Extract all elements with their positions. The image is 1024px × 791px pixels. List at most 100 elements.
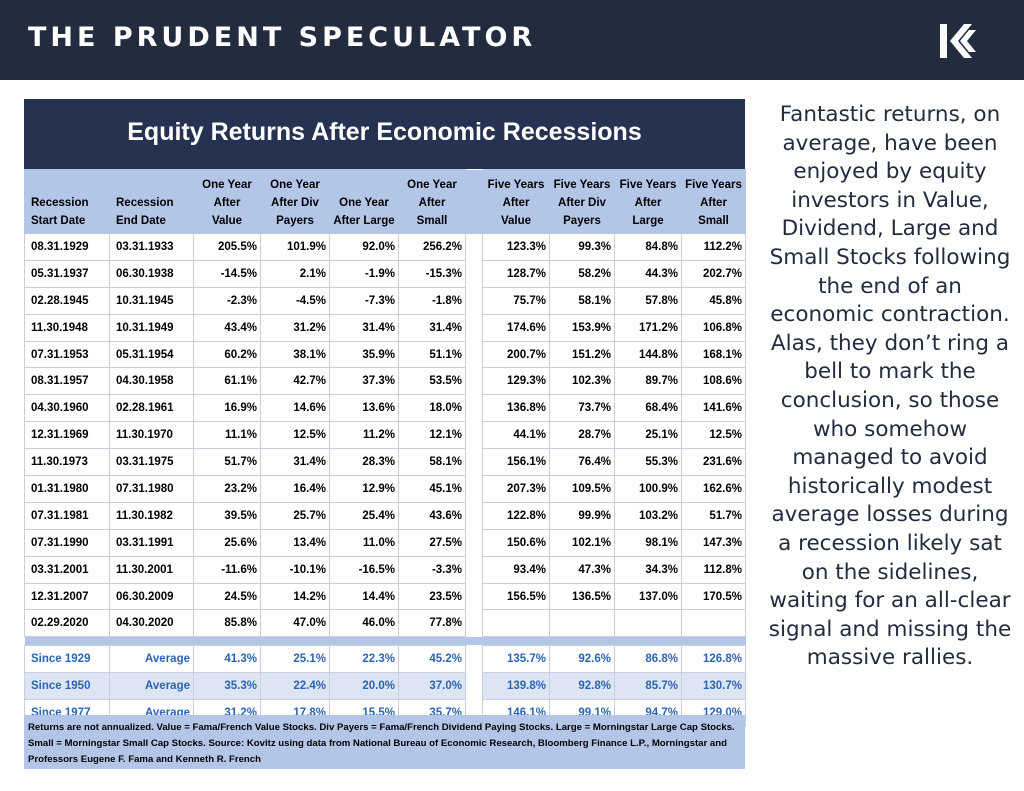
average-cell: 35.3% xyxy=(193,672,261,701)
return-cell: 35.9% xyxy=(329,340,399,369)
date-cell: 06.30.2009 xyxy=(109,582,194,611)
average-label-cell: Average xyxy=(109,672,194,701)
date-cell: 11.30.2001 xyxy=(109,555,194,584)
table-row: 12.31.2007 06.30.2009 24.5% 14.2% 14.4% 23.5%… xyxy=(24,582,746,611)
return-cell: -15.3% xyxy=(398,259,466,288)
return-cell: 106.8% xyxy=(681,313,746,342)
return-cell: 11.2% xyxy=(329,421,399,450)
date-cell: 07.31.1980 xyxy=(109,475,194,503)
return-cell: 38.1% xyxy=(260,340,330,369)
average-cell: 45.2% xyxy=(398,645,466,674)
return-cell: 14.6% xyxy=(260,394,330,423)
return-cell: 202.7% xyxy=(681,259,746,288)
return-cell: 14.4% xyxy=(329,582,399,611)
column-gap xyxy=(465,502,483,530)
table-title-band: Equity Returns After Economic Recessions xyxy=(24,99,745,169)
return-cell: 112.2% xyxy=(681,233,746,261)
return-cell: 12.5% xyxy=(681,421,746,450)
return-cell: 85.8% xyxy=(193,609,261,638)
average-cell: 130.7% xyxy=(681,672,746,701)
return-cell: 122.8% xyxy=(482,501,550,530)
return-cell: 147.3% xyxy=(681,528,746,557)
table-footnote: Returns are not annualized. Value = Fama… xyxy=(24,715,745,769)
return-cell: 45.1% xyxy=(398,475,466,503)
return-cell: 137.0% xyxy=(614,582,682,611)
return-cell: 103.2% xyxy=(614,501,682,530)
return-cell: 200.7% xyxy=(482,340,550,369)
return-cell: 42.7% xyxy=(260,367,330,396)
average-label-cell: Since 1929 xyxy=(24,645,110,674)
return-cell: 51.7% xyxy=(193,448,261,477)
column-gap xyxy=(465,233,483,261)
return-cell: 129.3% xyxy=(482,367,550,396)
return-cell: 25.1% xyxy=(614,421,682,450)
column-header: Recession Start Date xyxy=(24,169,110,234)
return-cell: 93.4% xyxy=(482,555,550,584)
table-row: 07.31.1990 03.31.1991 25.6% 13.4% 11.0% 27.5%… xyxy=(24,528,746,557)
return-cell: 43.4% xyxy=(193,313,261,342)
column-header: Five Years After Div Payers xyxy=(549,169,615,234)
return-cell: 168.1% xyxy=(681,340,746,369)
return-cell: -7.3% xyxy=(329,286,399,315)
return-cell: 144.8% xyxy=(614,340,682,369)
column-header: Five Years After Large xyxy=(614,169,682,234)
return-cell: 58.1% xyxy=(549,286,615,315)
return-cell: -2.3% xyxy=(193,286,261,315)
return-cell: 55.3% xyxy=(614,448,682,477)
return-cell: 73.7% xyxy=(549,394,615,423)
header-bar: THE PRUDENT SPECULATOR xyxy=(0,0,1024,80)
table-row: 07.31.1981 11.30.1982 39.5% 25.7% 25.4% 43.6%… xyxy=(24,501,746,530)
return-cell: 12.5% xyxy=(260,421,330,450)
date-cell: 05.31.1937 xyxy=(24,259,110,288)
return-cell: 162.6% xyxy=(681,475,746,503)
column-gap xyxy=(465,394,483,422)
return-cell: 231.6% xyxy=(681,448,746,477)
average-cell: 86.8% xyxy=(614,645,682,674)
column-gap xyxy=(466,673,483,700)
date-cell: 04.30.1958 xyxy=(109,367,194,396)
return-cell: 23.2% xyxy=(193,475,261,503)
average-cell: 22.3% xyxy=(329,645,399,674)
return-cell: 75.7% xyxy=(482,286,550,315)
return-cell: 123.3% xyxy=(482,233,550,261)
date-cell: 11.30.1982 xyxy=(109,501,194,530)
column-gap xyxy=(465,609,483,637)
return-cell: 27.5% xyxy=(398,528,466,557)
returns-table: Recession Start Date Recession End Date On… xyxy=(24,169,746,728)
return-cell: 68.4% xyxy=(614,394,682,423)
column-gap xyxy=(465,341,483,368)
column-gap xyxy=(466,646,483,673)
return-cell: 150.6% xyxy=(482,528,550,557)
return-cell: 205.5% xyxy=(193,233,261,261)
return-cell: 141.6% xyxy=(681,394,746,423)
return-cell: 12.1% xyxy=(398,421,466,450)
date-cell: 12.31.2007 xyxy=(24,582,110,611)
table-row: 11.30.1948 10.31.1949 43.4% 31.2% 31.4% 31.4%… xyxy=(24,313,746,342)
table-row: 11.30.1973 03.31.1975 51.7% 31.4% 28.3% 58.1%… xyxy=(24,448,746,477)
return-cell: 44.3% xyxy=(614,259,682,288)
return-cell: 39.5% xyxy=(193,501,261,530)
return-cell: 53.5% xyxy=(398,367,466,396)
return-cell: 171.2% xyxy=(614,313,682,342)
column-header: One Year After Large xyxy=(329,169,399,234)
column-header: Five Years After Small xyxy=(681,169,746,234)
date-cell: 07.31.1981 xyxy=(24,501,110,530)
return-cell: 99.3% xyxy=(549,233,615,261)
table-row: 08.31.1957 04.30.1958 61.1% 42.7% 37.3% 53.5%… xyxy=(24,367,746,396)
average-cell: 139.8% xyxy=(482,672,550,701)
date-cell: 12.31.1969 xyxy=(24,421,110,450)
return-cell: 207.3% xyxy=(482,475,550,503)
return-cell: 256.2% xyxy=(398,233,466,261)
return-cell: 112.8% xyxy=(681,555,746,584)
return-cell: 99.9% xyxy=(549,501,615,530)
average-cell: 92.8% xyxy=(549,672,615,701)
average-row: Since 1950 Average 35.3% 22.4% 20.0% 37.0% 139… xyxy=(24,672,746,701)
table-header-row: Recession Start Date Recession End Date On… xyxy=(24,169,746,234)
date-cell: 08.31.1957 xyxy=(24,367,110,396)
return-cell: 16.9% xyxy=(193,394,261,423)
return-cell: -10.1% xyxy=(260,555,330,584)
return-cell: 12.9% xyxy=(329,475,399,503)
average-cell: 126.8% xyxy=(681,645,746,674)
average-cell: 135.7% xyxy=(482,645,550,674)
return-cell: 37.3% xyxy=(329,367,399,396)
